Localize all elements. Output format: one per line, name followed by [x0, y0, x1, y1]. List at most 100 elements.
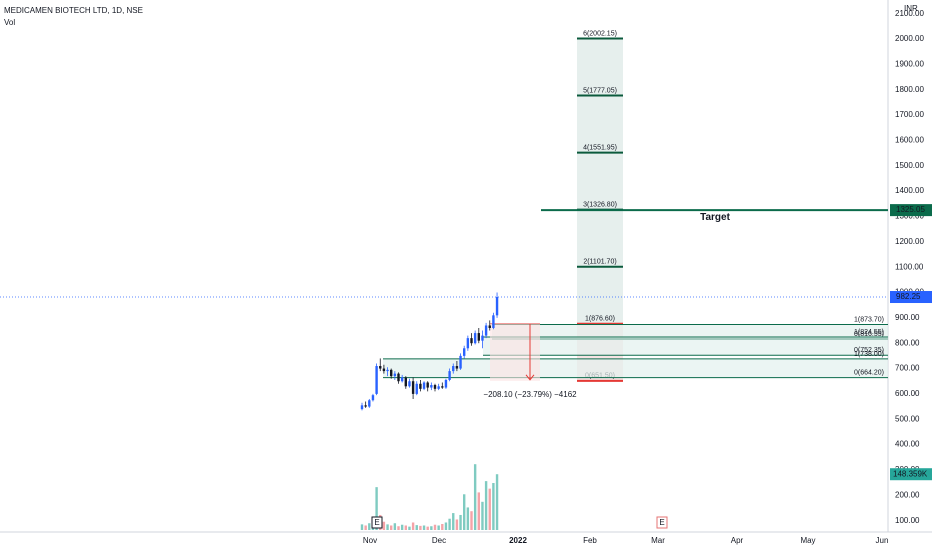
x-tick-label: 2022 — [509, 536, 527, 545]
x-tick-label: May — [800, 536, 815, 545]
volume-bar — [411, 522, 415, 530]
y-tick-label: 600.00 — [895, 389, 920, 398]
volume-bar — [473, 464, 477, 530]
volume-bar — [390, 525, 393, 530]
y-tick-label: 700.00 — [895, 364, 920, 373]
volume-bar — [375, 487, 378, 530]
candle-body — [466, 338, 470, 349]
fib-retracement-label: 1(824.55) — [854, 329, 884, 336]
fib-retracement-label: 0(664.20) — [854, 369, 884, 376]
volume-bar — [422, 525, 426, 530]
candle-body — [433, 385, 437, 389]
y-tick-label: 1200.00 — [895, 237, 924, 246]
volume-bar — [400, 524, 404, 530]
y-tick-label: 1700.00 — [895, 110, 924, 119]
candle-body — [400, 377, 404, 382]
candle-body — [411, 381, 415, 394]
currency: INR — [904, 4, 918, 13]
volume-bar — [459, 514, 462, 530]
x-tick-label: Feb — [583, 536, 597, 545]
candle-body — [492, 315, 495, 328]
y-tick-label: 900.00 — [895, 313, 920, 322]
fib-retracement-label: 0(752.35) — [854, 347, 884, 354]
volume-bar — [448, 518, 451, 530]
volume-bar — [430, 526, 433, 530]
volume-bar — [393, 523, 397, 530]
x-tick-label: Apr — [731, 536, 744, 545]
last-price-box — [890, 291, 932, 304]
fib-retracement-label: 1(873.70) — [854, 316, 884, 323]
volume-bar — [397, 526, 400, 530]
earnings-marker: E — [374, 518, 379, 527]
candle-body — [473, 333, 477, 344]
fib-retracement-label: 1(738.00) — [854, 351, 884, 358]
candle-body — [379, 366, 382, 369]
volume-bar — [444, 522, 448, 530]
x-tick-label: Dec — [432, 536, 446, 545]
measure-arrow-head — [525, 374, 535, 381]
candle-body — [415, 383, 418, 394]
fib-level-label: 4(1551.95) — [583, 144, 617, 151]
earnings-marker-box — [656, 516, 668, 529]
volume-bar — [368, 523, 371, 530]
candle-body — [444, 379, 448, 388]
candle-body — [364, 405, 367, 407]
volume-bar — [419, 525, 422, 530]
candle-body — [459, 355, 462, 369]
volume-bar — [386, 524, 389, 530]
volume-bar — [452, 513, 455, 530]
y-tick-label: 100.00 — [895, 516, 920, 525]
volume-bar — [455, 519, 459, 530]
fib-retracement-fill — [383, 358, 888, 378]
candle-body — [437, 386, 440, 389]
fib-level-label: 1(876.60) — [585, 316, 615, 323]
fib-level-label: 3(1326.80) — [583, 202, 617, 209]
volume-bar — [437, 525, 440, 530]
chart-title: MEDICAMEN BIOTECH LTD, 1D, NSE — [4, 6, 143, 15]
volume-bar — [426, 526, 429, 530]
volume-bar — [441, 523, 444, 530]
candle-body — [408, 381, 411, 387]
candle-body — [386, 369, 389, 372]
earnings-marker-box — [371, 516, 383, 529]
fib-retracement-fill — [492, 324, 888, 340]
volume-bar — [470, 511, 473, 530]
candle-body — [368, 400, 371, 407]
candle-body — [390, 369, 393, 377]
volume-bar — [433, 524, 437, 530]
y-tick-label: 2000.00 — [895, 34, 924, 43]
volume-bar — [492, 483, 495, 530]
target-text: Target — [700, 212, 730, 223]
y-tick-label: 400.00 — [895, 440, 920, 449]
candle-body — [488, 325, 491, 328]
volume-bar — [477, 492, 480, 530]
candle-body — [484, 325, 488, 336]
candle-body — [422, 382, 426, 389]
volume-bar — [466, 507, 470, 530]
volume-bar — [463, 494, 466, 530]
volume-bar — [415, 525, 418, 530]
x-tick-label: Jun — [876, 536, 889, 545]
candle-body — [382, 368, 386, 372]
candle-body — [397, 373, 400, 382]
volume-bar — [495, 474, 499, 530]
candle-body — [470, 338, 473, 344]
candle-body — [393, 373, 397, 377]
volume-title: Vol — [4, 18, 15, 27]
volume-bar — [382, 521, 386, 530]
candle-body — [455, 366, 459, 369]
candle-body — [375, 366, 378, 394]
volume-bar — [408, 526, 411, 530]
fib-level-label: 5(1777.05) — [583, 87, 617, 94]
volume-label-box — [890, 468, 932, 481]
volume-bar — [484, 481, 488, 530]
fib-extension-fill — [577, 38, 623, 324]
fib-level-label: 6(2002.15) — [583, 30, 617, 37]
y-tick-label: 1400.00 — [895, 186, 924, 195]
fib-retracement-label: 0(816.55) — [854, 331, 884, 338]
y-tick-label: 2100.00 — [895, 9, 924, 18]
y-tick-label: 1600.00 — [895, 136, 924, 145]
candle-body — [404, 377, 407, 387]
fib-retracement-fill — [483, 336, 888, 356]
